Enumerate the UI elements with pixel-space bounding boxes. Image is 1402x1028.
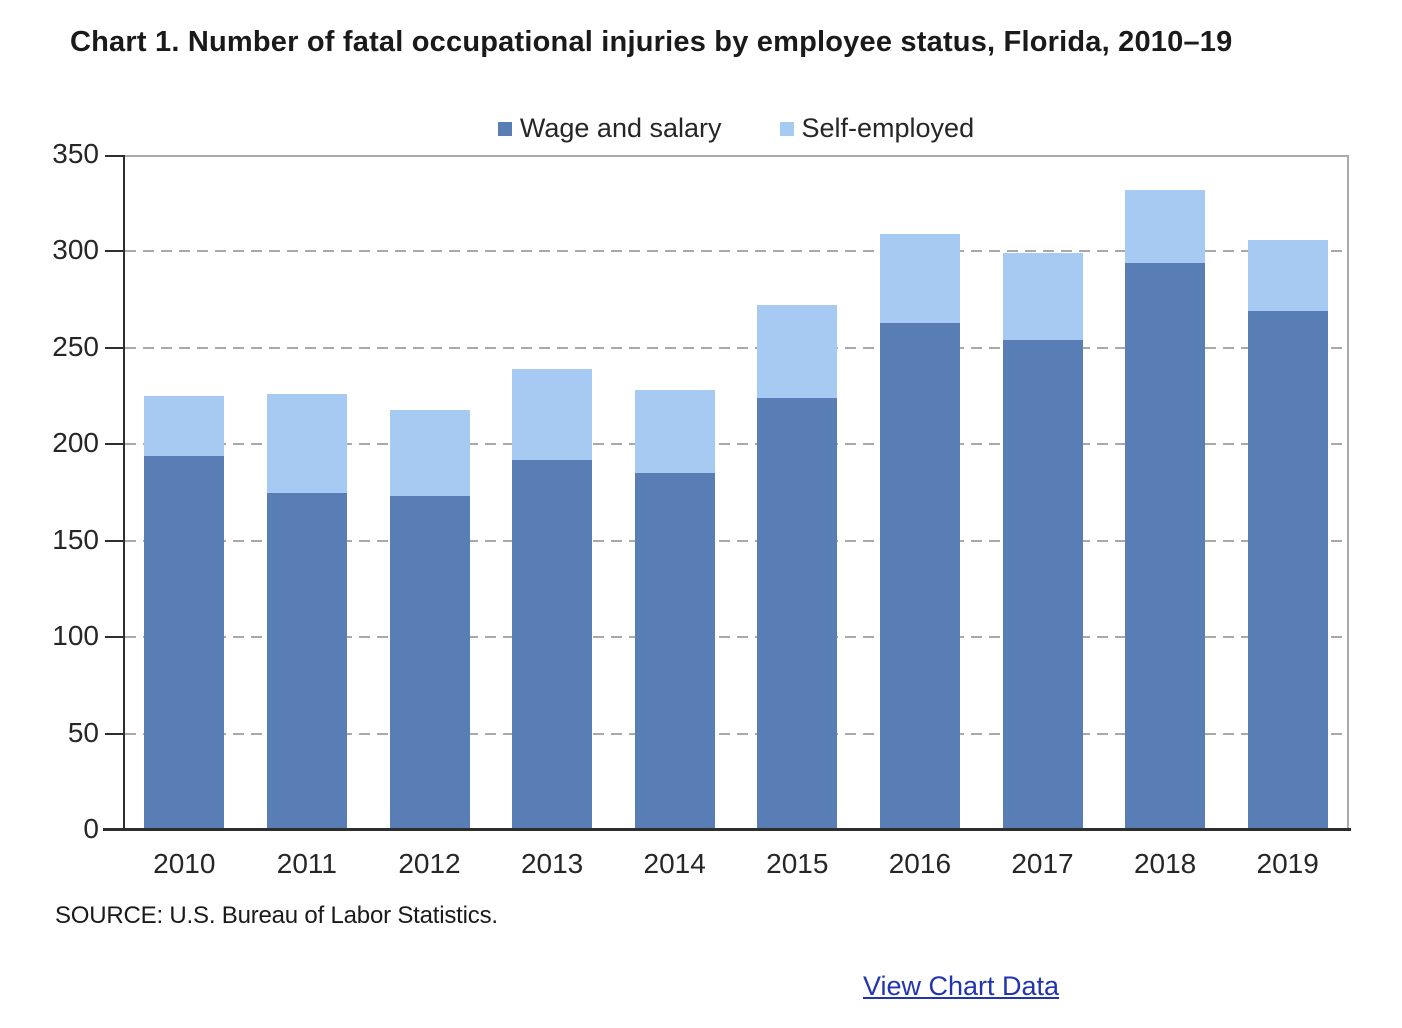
wage-and-salary-swatch-icon (497, 121, 512, 136)
x-axis-label-2012: 2012 (398, 848, 461, 879)
bar-2017-wage-and-salary (1002, 340, 1083, 830)
x-axis-label-2018: 2018 (1133, 848, 1197, 879)
x-axis-label-2015: 2015 (766, 848, 829, 879)
bar-2013-wage-and-salary (512, 459, 593, 830)
x-axis-label-2013: 2013 (520, 848, 584, 879)
bar-2014-wage-and-salary (634, 473, 715, 830)
y-axis-label-50: 50 (67, 716, 99, 748)
bar-2015-self-employed (757, 305, 838, 398)
bar-2014-self-employed (634, 390, 715, 474)
y-tick-150 (105, 539, 123, 542)
y-axis-label-150: 150 (52, 523, 99, 555)
y-axis-label-250: 250 (52, 330, 99, 362)
bar-2016-wage-and-salary (879, 322, 960, 830)
axes-layer (103, 155, 1351, 831)
chart-legend: Wage and salary Self-employed (123, 113, 1349, 144)
bar-2018-wage-and-salary (1125, 263, 1206, 830)
bar-2016-self-employed (879, 234, 960, 323)
y-ticks-layer (105, 155, 1349, 831)
chart-title: Chart 1. Number of fatal occupational in… (70, 26, 1233, 58)
bar-2015-wage-and-salary (757, 398, 838, 830)
legend-item-self-employed: Self-employed (779, 113, 975, 144)
x-axis-labels-layer: 2010 2011 2012 2013 2014 2015 2016 2017 2018 2019 (123, 155, 1349, 879)
legend-label-self-employed: Self-employed (801, 113, 975, 143)
y-axis-label-0: 0 (83, 813, 99, 844)
gridline-50 (125, 732, 1347, 735)
bar-2019-wage-and-salary (1247, 311, 1328, 830)
y-axis-label-100: 100 (52, 620, 99, 652)
plot-border-right (1347, 155, 1349, 830)
gridline-300 (125, 250, 1347, 253)
source-note: SOURCE: U.S. Bureau of Labor Statistics. (55, 902, 498, 929)
y-tick-0 (105, 829, 123, 831)
y-tick-350 (105, 155, 123, 157)
y-axis-label-200: 200 (52, 427, 99, 459)
y-tick-250 (105, 346, 123, 349)
gridline-150 (125, 539, 1347, 542)
y-tick-100 (105, 636, 123, 639)
bars-layer (123, 155, 1349, 830)
bar-2010-wage-and-salary (144, 455, 225, 830)
y-tick-50 (105, 732, 123, 735)
plot-area: 0 50 100 150 200 250 300 350 2010 2011 2012 2013 20… (52, 140, 1351, 879)
y-tick-200 (105, 443, 123, 446)
bar-2012-wage-and-salary (389, 496, 470, 830)
gridline-100 (125, 636, 1347, 639)
y-axis-line (123, 155, 125, 830)
x-axis-label-2014: 2014 (643, 848, 706, 879)
y-axis-labels-layer: 0 50 100 150 200 250 300 350 (52, 140, 1349, 843)
y-axis-label-300: 300 (52, 234, 99, 266)
y-tick-300 (105, 250, 123, 253)
bar-2018-self-employed (1125, 189, 1206, 263)
gridline-200 (125, 443, 1347, 446)
gridlines-layer (123, 155, 1349, 830)
x-axis-label-2010: 2010 (153, 848, 216, 879)
bar-2013-self-employed (512, 369, 593, 460)
gridline-250 (125, 346, 1347, 349)
x-axis-label-2016: 2016 (888, 848, 952, 879)
x-axis-line (103, 828, 1351, 831)
view-chart-data-link[interactable]: View Chart Data (862, 971, 1060, 1001)
legend-item-wage-and-salary: Wage and salary (497, 113, 722, 144)
bar-2019-self-employed (1247, 239, 1328, 312)
legend-label-wage-and-salary: Wage and salary (519, 113, 722, 143)
bar-2011-wage-and-salary (266, 492, 347, 830)
self-employed-swatch-icon (779, 121, 794, 136)
x-axis-label-2019: 2019 (1256, 848, 1319, 879)
bar-2011-self-employed (266, 394, 347, 493)
bar-2017-self-employed (1002, 253, 1083, 341)
bar-2010-self-employed (144, 396, 225, 456)
plot-border-top (123, 155, 1349, 157)
bar-2012-self-employed (389, 409, 470, 497)
x-axis-label-2011: 2011 (276, 848, 337, 879)
x-axis-label-2017: 2017 (1011, 848, 1074, 879)
y-axis-label-350: 350 (52, 138, 99, 169)
